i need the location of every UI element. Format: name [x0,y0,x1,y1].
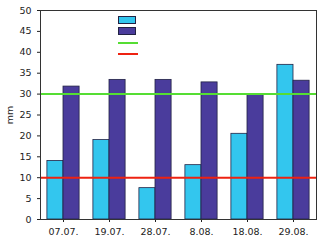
svg-text:28.07.: 28.07. [140,226,170,237]
svg-text:18.08.: 18.08. [232,226,262,237]
svg-text:mm: mm [4,106,15,125]
svg-text:8.08.: 8.08. [189,226,213,237]
svg-text:30: 30 [19,88,31,99]
svg-text:25: 25 [19,109,31,120]
svg-text:07.07.: 07.07. [48,226,78,237]
svg-text:15: 15 [19,151,31,162]
svg-text:45: 45 [19,25,31,36]
svg-text:0: 0 [25,214,31,225]
svg-text:29.08.: 29.08. [278,226,308,237]
svg-text:35: 35 [19,67,31,78]
svg-text:20: 20 [19,130,31,141]
svg-text:19.07.: 19.07. [94,226,124,237]
svg-text:50: 50 [19,5,31,16]
svg-text:40: 40 [19,46,31,57]
svg-text:5: 5 [25,193,31,204]
svg-text:10: 10 [19,172,31,183]
